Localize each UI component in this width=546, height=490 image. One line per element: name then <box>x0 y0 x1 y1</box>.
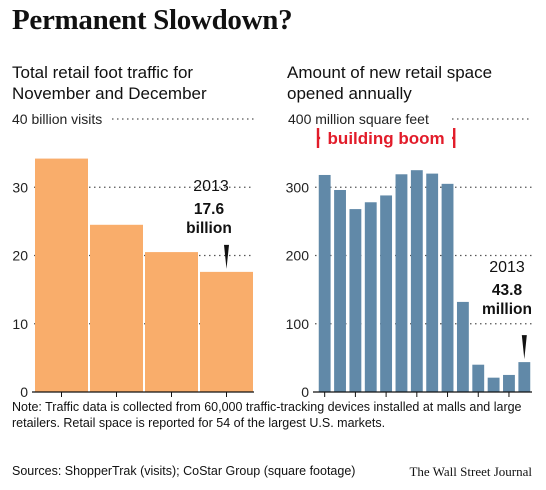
sources-line: Sources: ShopperTrak (visits); CoStar Gr… <box>12 464 356 478</box>
traffic-bar <box>200 271 253 392</box>
traffic-y-tick-label: 0 <box>20 384 28 400</box>
space-bar <box>364 202 377 392</box>
space-bar <box>503 374 515 392</box>
space-bar <box>334 189 346 392</box>
right-chart-title: Amount of new retail space opened annual… <box>287 63 493 103</box>
space-bar <box>518 362 531 392</box>
traffic-unit-label: 40 billion visits <box>12 111 102 127</box>
space-bar <box>426 173 439 392</box>
space-bar <box>318 174 331 392</box>
left-chart-title: Total retail foot traffic for November a… <box>12 63 207 103</box>
headline: Permanent Slowdown? <box>12 4 293 36</box>
space-bar <box>410 170 423 392</box>
space-bar <box>441 183 454 392</box>
space-annotation-unit: million <box>482 301 532 318</box>
space-bar <box>472 364 485 392</box>
space-unit-label: 400 million square feet <box>288 111 429 127</box>
space-y-tick-label: 200 <box>286 248 310 264</box>
traffic-y-tick-label: 20 <box>12 248 28 264</box>
traffic-y-tick-label: 10 <box>12 316 28 332</box>
publisher-credit: The Wall Street Journal <box>409 464 532 479</box>
traffic-annotation-pointer <box>224 244 229 269</box>
traffic-bar <box>90 224 143 392</box>
space-y-tick-label: 300 <box>286 179 310 195</box>
traffic-annotation-unit: billion <box>186 220 232 237</box>
traffic-annotation-year: 2013 <box>193 178 229 195</box>
boom-bracket-label: building boom <box>328 129 445 148</box>
traffic-bar <box>145 252 198 392</box>
traffic-bar <box>35 158 88 392</box>
space-annotation-year: 2013 <box>489 259 525 276</box>
space-y-tick-label: 0 <box>301 384 309 400</box>
space-annotation-pointer <box>521 335 527 360</box>
space-bar <box>395 174 408 392</box>
traffic-y-tick-label: 30 <box>12 179 28 195</box>
space-bar <box>487 377 500 392</box>
footnote: Note: Traffic data is collected from 60,… <box>12 400 522 430</box>
space-bar <box>380 195 393 392</box>
space-annotation-value: 43.8 <box>492 282 523 299</box>
traffic-annotation-value: 17.6 <box>194 201 225 218</box>
space-y-tick-label: 100 <box>286 316 310 332</box>
space-bar <box>456 301 469 392</box>
charts: 40 billion visits01020302010'11'12'13201… <box>12 111 532 400</box>
space-bar <box>349 209 362 392</box>
